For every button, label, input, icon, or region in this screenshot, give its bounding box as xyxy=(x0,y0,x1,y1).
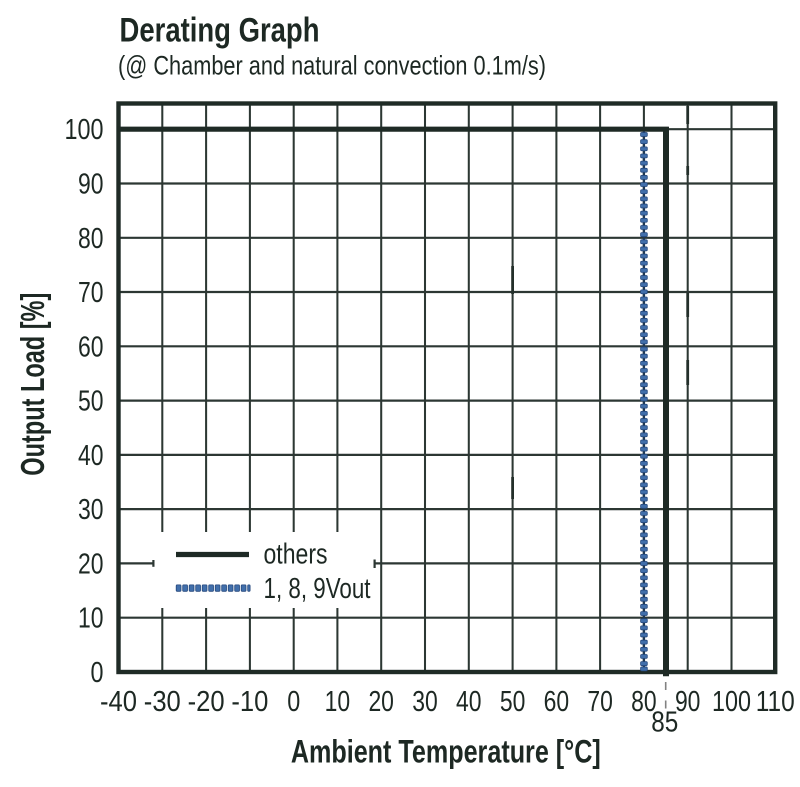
svg-text:-30: -30 xyxy=(144,686,181,718)
svg-text:(@ Chamber and natural convect: (@ Chamber and natural convection 0.1m/s… xyxy=(118,51,546,81)
svg-text:1, 8, 9Vout: 1, 8, 9Vout xyxy=(264,573,371,605)
svg-text:Output Load [%]: Output Load [%] xyxy=(14,293,51,476)
svg-text:20: 20 xyxy=(368,686,394,718)
svg-text:10: 10 xyxy=(78,603,104,635)
svg-text:70: 70 xyxy=(587,686,613,718)
svg-text:0: 0 xyxy=(287,686,300,718)
svg-text:30: 30 xyxy=(78,494,104,526)
svg-text:80: 80 xyxy=(78,223,104,255)
svg-text:-40: -40 xyxy=(100,686,137,718)
svg-text:20: 20 xyxy=(78,548,104,580)
svg-text:85: 85 xyxy=(651,707,678,739)
svg-text:90: 90 xyxy=(675,686,701,718)
svg-text:90: 90 xyxy=(78,169,104,201)
svg-text:30: 30 xyxy=(412,686,438,718)
svg-text:Derating Graph: Derating Graph xyxy=(120,11,320,49)
svg-text:40: 40 xyxy=(78,440,104,472)
svg-text:-10: -10 xyxy=(231,686,268,718)
svg-text:50: 50 xyxy=(500,686,526,718)
svg-text:60: 60 xyxy=(544,686,570,718)
svg-text:100: 100 xyxy=(65,114,104,146)
svg-text:0: 0 xyxy=(91,657,104,689)
svg-text:80: 80 xyxy=(631,686,657,718)
svg-text:10: 10 xyxy=(325,686,351,718)
svg-text:100: 100 xyxy=(712,686,751,718)
svg-text:50: 50 xyxy=(78,386,104,418)
svg-text:60: 60 xyxy=(78,331,104,363)
svg-text:Ambient Temperature [°C]: Ambient Temperature [°C] xyxy=(291,735,601,771)
svg-text:70: 70 xyxy=(78,277,104,309)
svg-text:-20: -20 xyxy=(188,686,225,718)
svg-text:40: 40 xyxy=(456,686,482,718)
svg-text:others: others xyxy=(264,539,328,571)
svg-text:110: 110 xyxy=(756,686,795,718)
